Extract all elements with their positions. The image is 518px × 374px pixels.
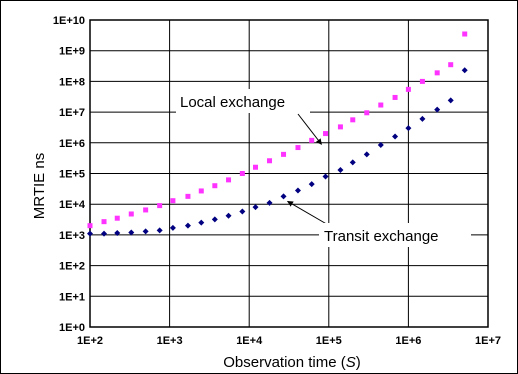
x-tick-label: 1E+5 <box>316 335 342 347</box>
y-tick-label: 1E+4 <box>59 199 86 211</box>
data-point-transit-exchange <box>337 167 344 174</box>
data-point-local-exchange <box>128 211 134 217</box>
data-point-local-exchange <box>101 219 107 225</box>
x-tick-label: 1E+7 <box>475 335 501 347</box>
data-point-local-exchange <box>295 145 301 151</box>
x-axis-title: Observation time (S) <box>223 354 361 371</box>
data-point-local-exchange <box>143 207 149 213</box>
data-point-local-exchange <box>170 198 176 204</box>
data-point-local-exchange <box>378 102 384 108</box>
data-point-local-exchange <box>337 124 343 130</box>
data-point-local-exchange <box>239 171 245 176</box>
data-point-local-exchange <box>309 137 315 143</box>
data-point-local-exchange <box>392 94 398 100</box>
data-point-transit-exchange <box>266 199 273 206</box>
annotation-local-bg <box>176 89 310 113</box>
annotation-arrows <box>287 113 331 227</box>
data-point-transit-exchange <box>419 115 426 122</box>
y-tick-label: 1E+8 <box>59 76 85 88</box>
data-point-transit-exchange <box>156 227 163 234</box>
x-tick-label: 1E+6 <box>395 335 421 347</box>
data-point-local-exchange <box>448 62 454 68</box>
data-point-transit-exchange <box>128 229 135 236</box>
data-point-local-exchange <box>323 131 329 137</box>
tick-labels: 1E+2 1E+3 1E+4 1E+5 1E+6 1E+7 1E+0 1E+1 1E+2 1E+3… <box>53 15 501 347</box>
data-point-transit-exchange <box>461 67 468 74</box>
data-point-transit-exchange <box>308 181 315 188</box>
data-point-local-exchange <box>212 183 218 189</box>
data-point-local-exchange <box>350 117 356 123</box>
annotation-transit-bg <box>319 223 471 247</box>
y-tick-label: 1E+0 <box>59 322 85 334</box>
data-point-local-exchange <box>434 70 440 76</box>
data-point-transit-exchange <box>252 204 259 211</box>
data-point-transit-exchange <box>169 224 176 231</box>
grid <box>89 19 489 328</box>
y-tick-label: 1E+6 <box>59 138 85 150</box>
data-point-local-exchange <box>267 158 273 164</box>
y-tick-label: 1E+1 <box>59 291 85 303</box>
y-tick-label: 1E+5 <box>59 169 85 181</box>
series-group <box>87 31 468 237</box>
data-point-transit-exchange <box>377 141 384 148</box>
data-point-transit-exchange <box>184 222 191 229</box>
y-tick-label: 1E+7 <box>59 107 85 119</box>
data-point-local-exchange <box>405 86 411 92</box>
data-point-transit-exchange <box>322 173 329 180</box>
data-point-transit-exchange <box>405 125 412 132</box>
data-point-local-exchange <box>157 203 163 209</box>
x-tick-label: 1E+4 <box>236 335 263 347</box>
data-point-local-exchange <box>198 188 204 194</box>
data-point-local-exchange <box>253 164 259 170</box>
data-point-transit-exchange <box>349 159 356 166</box>
annotation-local-exchange: Local exchange <box>180 94 285 111</box>
data-point-transit-exchange <box>363 151 370 158</box>
data-point-local-exchange <box>281 151 287 157</box>
y-tick-label: 1E+10 <box>53 15 85 27</box>
data-point-transit-exchange <box>142 228 149 235</box>
arrow-local-exchange <box>297 113 322 145</box>
data-point-transit-exchange <box>280 193 287 200</box>
data-point-transit-exchange <box>101 230 108 237</box>
data-point-local-exchange <box>419 78 425 84</box>
data-point-transit-exchange <box>198 219 205 226</box>
x-tick-label: 1E+3 <box>157 335 183 347</box>
data-point-transit-exchange <box>239 208 246 215</box>
y-tick-label: 1E+9 <box>59 46 85 58</box>
x-tick-label: 1E+2 <box>77 335 103 347</box>
data-point-transit-exchange <box>447 97 454 104</box>
y-tick-label: 1E+3 <box>59 230 85 242</box>
data-point-local-exchange <box>226 177 232 183</box>
data-point-local-exchange <box>185 193 191 199</box>
data-point-transit-exchange <box>294 187 301 194</box>
y-tick-label: 1E+2 <box>59 261 85 273</box>
data-point-local-exchange <box>364 110 370 116</box>
data-point-transit-exchange <box>211 216 218 223</box>
data-point-transit-exchange <box>87 230 93 237</box>
data-point-transit-exchange <box>392 133 399 140</box>
plot-frame <box>89 19 489 328</box>
data-point-transit-exchange <box>434 106 441 113</box>
data-point-local-exchange <box>114 215 120 221</box>
arrow-transit-exchange <box>287 200 331 227</box>
y-axis-title: MRTIE ns <box>31 153 48 219</box>
data-point-local-exchange <box>87 223 93 229</box>
annotation-transit-exchange: Transit exchange <box>324 228 439 245</box>
data-point-transit-exchange <box>114 230 121 237</box>
data-point-transit-exchange <box>225 212 232 219</box>
data-point-local-exchange <box>462 31 468 37</box>
